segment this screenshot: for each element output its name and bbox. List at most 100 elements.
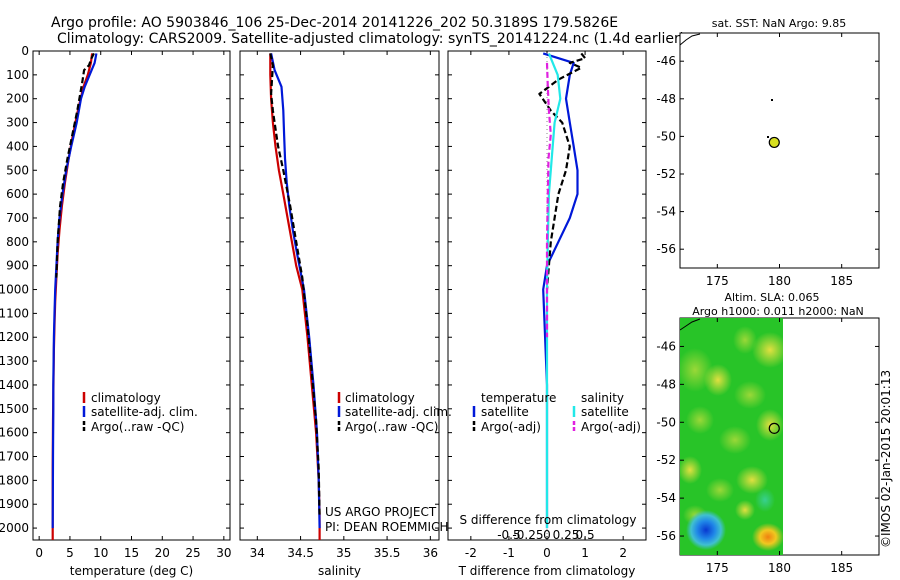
legend-label-climatology: climatology — [91, 391, 161, 405]
salinity-panel: 34 34.5 35 35.5 36 salinity — [239, 50, 440, 578]
x-tick-label: 0 — [543, 546, 551, 560]
island-dot — [767, 136, 769, 138]
sst-map-title: sat. SST: NaN Argo: 9.85 — [712, 17, 846, 30]
series-line-argo-raw-qc- — [269, 53, 321, 517]
s-tick-label: 0 — [543, 528, 551, 542]
map-x-tick-label: 185 — [830, 561, 853, 575]
x-tick-label: 34 — [250, 546, 265, 560]
x-tick-label: 36 — [423, 546, 438, 560]
x-tick-label: -1 — [503, 546, 515, 560]
sst-map-panel: sat. SST: NaN Argo: 9.85 -46 -48 -50 -52 -54… — [656, 17, 880, 288]
argo-float-marker — [768, 422, 780, 434]
map-y-tick-label: -52 — [656, 167, 676, 181]
y-tick-label: 0 — [21, 44, 29, 58]
plot-frame — [239, 50, 440, 541]
x-tick-label: 34.5 — [287, 546, 314, 560]
map-x-tick-label: 175 — [706, 274, 729, 288]
salinity-legend: climatology satellite-adj. clim. Argo(..… — [337, 391, 452, 434]
y-tick-label: 500 — [6, 163, 29, 177]
map-y-tick-label: -52 — [656, 453, 676, 467]
legend-label-argo: Argo(..raw -QC) — [345, 420, 438, 434]
figure-title-line1: Argo profile: AO 5903846_106 25-Dec-2014… — [51, 15, 618, 31]
y-tick-label: 1900 — [0, 497, 29, 511]
y-tick-label: 600 — [6, 187, 29, 201]
difference-legend: temperature satellite Argo(-adj) salinit… — [472, 391, 641, 434]
x-tick-label: 20 — [155, 546, 170, 560]
legend-label-t-argo: Argo(-adj) — [481, 420, 541, 434]
map-y-tick-label: -56 — [656, 242, 676, 256]
s-tick-label: 0.5 — [576, 528, 595, 542]
project-annotation: US ARGO PROJECT PI: DEAN ROEMMICH — [325, 505, 448, 534]
x-axis-label: salinity — [318, 564, 361, 578]
y-tick-label: 1600 — [0, 426, 29, 440]
y-tick-label: 200 — [6, 92, 29, 106]
x-tick-label: 2 — [619, 546, 627, 560]
imos-credit: ©IMOS 02-Jan-2015 20:01:13 — [879, 370, 893, 548]
map-x-tick-label: 185 — [830, 274, 853, 288]
map-y-tick-label: -50 — [656, 415, 676, 429]
x-tick-label: 5 — [66, 546, 74, 560]
y-tick-label: 1800 — [0, 473, 29, 487]
x-tick-label: 10 — [93, 546, 108, 560]
map-x-tick-label: 180 — [768, 561, 791, 575]
map-x-tick-label: 180 — [768, 274, 791, 288]
sla-map-panel: Altim. SLA: 0.065 Argo h1000: 0.011 h200… — [656, 291, 880, 575]
x-axis-label: T difference from climatology — [458, 564, 636, 578]
series-line-argo-adj- — [538, 52, 587, 290]
map-y-tick-label: -50 — [656, 129, 676, 143]
s-tick-label: 0.25 — [553, 528, 580, 542]
y-tick-label: 300 — [6, 116, 29, 130]
series-line-satellite-adj-clim- — [270, 53, 321, 529]
y-tick-label: 1200 — [0, 330, 29, 344]
series-line-argo-adj- — [545, 62, 552, 338]
map-y-tick-label: -46 — [656, 54, 676, 68]
coastline-fragment — [679, 318, 701, 331]
x-tick-label: 1 — [581, 546, 589, 560]
legend-label-s-argo: Argo(-adj) — [581, 420, 641, 434]
y-tick-label: 100 — [6, 68, 29, 82]
legend-label-climatology: climatology — [345, 391, 415, 405]
temperature-legend: climatology satellite-adj. clim. Argo(..… — [82, 391, 198, 434]
sla-map-title-line2: Argo h1000: 0.011 h2000: NaN — [692, 305, 864, 318]
legend-label-s-satellite: satellite — [581, 405, 629, 419]
map-y-tick-label: -54 — [656, 205, 676, 219]
difference-panel: -2 -1 0 1 2 T difference from climatology — [447, 50, 647, 578]
map-y-tick-label: -48 — [656, 377, 676, 391]
legend-label-satellite: satellite-adj. clim. — [345, 405, 452, 419]
s-difference-tick-labels: -0.5-0.25 0 0.250.5 — [497, 528, 594, 542]
map-y-tick-label: -48 — [656, 92, 676, 106]
coastline-fragment — [679, 33, 701, 46]
legend-heading-temperature: temperature — [481, 391, 556, 405]
x-tick-label: 35.5 — [374, 546, 401, 560]
y-tick-label: 400 — [6, 139, 29, 153]
y-tick-label: 800 — [6, 235, 29, 249]
legend-label-t-satellite: satellite — [481, 405, 529, 419]
y-tick-label: 2000 — [0, 521, 29, 535]
temperature-panel: 0100200300400500600700800900100011001200… — [0, 44, 231, 578]
argo-float-marker — [768, 136, 780, 149]
legend-label-argo: Argo(..raw -QC) — [91, 420, 184, 434]
sst-map-frame — [679, 32, 880, 269]
sla-heatmap — [680, 318, 783, 555]
y-tick-label: 1000 — [0, 283, 29, 297]
series-line-argo-raw-qc- — [55, 52, 95, 278]
map-y-tick-label: -54 — [656, 491, 676, 505]
project-name: US ARGO PROJECT — [325, 505, 437, 519]
x-tick-label: 30 — [216, 546, 231, 560]
plot-frame — [32, 50, 231, 541]
island-dot — [771, 99, 773, 101]
s-tick-label: -0.25 — [512, 528, 543, 542]
x-tick-label: 15 — [124, 546, 139, 560]
sla-map-title-line1: Altim. SLA: 0.065 — [724, 291, 819, 304]
x-tick-label: 0 — [35, 546, 43, 560]
y-tick-label: 1400 — [0, 378, 29, 392]
s-difference-axis-label: S difference from climatology — [460, 513, 637, 527]
map-y-tick-label: -56 — [656, 529, 676, 543]
legend-label-satellite: satellite-adj. clim. — [91, 405, 198, 419]
x-axis-label: temperature (deg C) — [70, 564, 193, 578]
legend-heading-salinity: salinity — [581, 391, 624, 405]
map-y-tick-label: -46 — [656, 339, 676, 353]
s-tick-label: -0.5 — [497, 528, 520, 542]
y-tick-label: 700 — [6, 211, 29, 225]
